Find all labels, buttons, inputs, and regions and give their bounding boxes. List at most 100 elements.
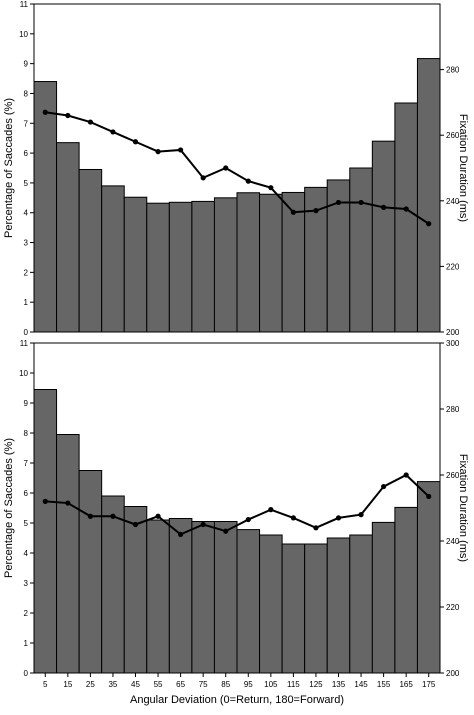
top-duration-point-115 (290, 209, 296, 215)
bottom-bar-165 (394, 506, 418, 674)
bottom-left-tick-label-3: 3 (24, 579, 29, 588)
bottom-bar-155 (371, 521, 396, 674)
bottom-x-tick-label-95: 95 (244, 680, 253, 689)
top-left-tick-label-8: 8 (24, 89, 29, 98)
bottom-bar-105 (259, 534, 283, 674)
bottom-duration-point-35 (110, 513, 116, 519)
bottom-bar-95 (236, 529, 261, 674)
bottom-right-tick-label-260: 260 (446, 471, 460, 480)
top-left-tick-label-0: 0 (24, 328, 29, 337)
bottom-right-tick-label-220: 220 (446, 603, 460, 612)
bottom-duration-point-135 (335, 515, 342, 521)
top-bar-45 (123, 196, 148, 333)
top-left-tick-label-4: 4 (24, 209, 29, 218)
top-bar-15 (56, 142, 80, 333)
top-bar-95 (236, 192, 261, 333)
bottom-x-tick-label-105: 105 (264, 680, 278, 689)
top-left-tick-label-11: 11 (20, 0, 29, 9)
bottom-x-tick-label-35: 35 (108, 680, 117, 689)
top-bar-85 (213, 197, 238, 333)
top-duration-point-125 (313, 208, 319, 214)
bottom-duration-point-95 (245, 516, 251, 523)
bottom-left-tick-label-10: 10 (19, 369, 28, 378)
top-duration-point-75 (200, 175, 206, 181)
top-bar-165 (394, 102, 418, 333)
top-left-tick-label-3: 3 (24, 239, 29, 248)
bottom-bar-85 (213, 521, 238, 674)
top-bar-105 (259, 193, 283, 333)
top-right-tick-label-240: 240 (446, 197, 460, 206)
top-duration-point-55 (155, 149, 161, 155)
bottom-x-tick-label-45: 45 (131, 680, 140, 689)
bottom-duration-point-145 (358, 511, 364, 518)
top-right-tick-label-260: 260 (446, 131, 460, 140)
bottom-left-tick-label-2: 2 (24, 609, 29, 618)
top-duration-point-45 (132, 139, 139, 145)
top-duration-point-5 (42, 109, 48, 115)
bottom-x-tick-label-15: 15 (63, 680, 72, 689)
bottom-left-axis-title: Percentage of Saccades (%) (3, 438, 15, 578)
bottom-left-tick-label-7: 7 (24, 459, 29, 468)
top-bar-65 (168, 201, 193, 333)
bottom-x-tick-label-155: 155 (377, 680, 391, 689)
top-duration-point-145 (358, 199, 364, 206)
top-bar-175 (416, 58, 441, 333)
bottom-right-axis-title: Fixation Duration (ms) (457, 454, 469, 562)
bottom-duration-point-65 (178, 531, 184, 538)
bottom-left-tick-label-9: 9 (24, 399, 29, 408)
bottom-bar-5 (33, 389, 58, 674)
bottom-bar-65 (168, 518, 193, 674)
top-duration-point-15 (65, 112, 71, 119)
x-axis-title: Angular Deviation (0=Return, 180=Forward… (130, 694, 344, 706)
top-duration-point-175 (426, 221, 432, 227)
top-bar-155 (371, 140, 396, 333)
bottom-left-tick-label-5: 5 (24, 519, 29, 528)
bottom-duration-point-15 (65, 500, 71, 506)
bottom-bar-125 (304, 543, 328, 674)
bottom-bar-15 (56, 434, 80, 674)
bottom-bar-115 (281, 543, 306, 674)
bottom-left-tick-label-6: 6 (24, 489, 29, 498)
bottom-x-tick-label-85: 85 (221, 680, 230, 689)
top-bar-55 (146, 202, 170, 333)
top-right-tick-label-200: 200 (446, 328, 460, 337)
bottom-duration-point-165 (403, 472, 409, 478)
bottom-plot-frame (33, 342, 441, 674)
bottom-right-tick-label-200: 200 (446, 669, 460, 678)
top-duration-line (45, 111, 430, 225)
bottom-duration-point-115 (290, 515, 296, 521)
top-bar-5 (33, 81, 58, 333)
top-plot-frame (33, 3, 441, 333)
bottom-duration-point-55 (155, 513, 161, 519)
bottom-bar-25 (78, 470, 103, 674)
bottom-left-tick-label-0: 0 (24, 669, 29, 678)
top-left-tick-label-5: 5 (24, 179, 29, 188)
bottom-duration-point-25 (87, 513, 93, 519)
top-duration-point-95 (245, 178, 251, 184)
top-bar-35 (101, 185, 125, 333)
top-duration-point-105 (268, 185, 274, 191)
bottom-bar-55 (146, 519, 170, 674)
bottom-bar-35 (101, 495, 125, 674)
top-bar-25 (78, 168, 103, 333)
bottom-duration-point-75 (200, 521, 206, 528)
top-left-tick-label-10: 10 (19, 30, 28, 39)
top-duration-point-155 (381, 204, 387, 210)
top-right-tick-label-280: 280 (446, 66, 460, 75)
top-right-axis-title: Fixation Duration (ms) (457, 114, 469, 222)
bottom-right-tick-label-300: 300 (446, 339, 460, 348)
bottom-x-tick-label-115: 115 (287, 680, 300, 689)
bottom-bar-175 (416, 481, 441, 674)
bottom-bar-45 (123, 506, 148, 674)
top-left-tick-label-2: 2 (24, 268, 29, 277)
bottom-left-tick-label-1: 1 (24, 639, 29, 648)
bottom-duration-point-175 (426, 493, 432, 500)
bottom-left-tick-label-4: 4 (24, 549, 29, 558)
bottom-bar-135 (326, 537, 351, 674)
top-duration-point-35 (110, 129, 116, 135)
bottom-left-tick-label-8: 8 (24, 429, 29, 438)
bottom-duration-point-85 (223, 528, 229, 534)
top-left-tick-label-6: 6 (24, 149, 29, 158)
